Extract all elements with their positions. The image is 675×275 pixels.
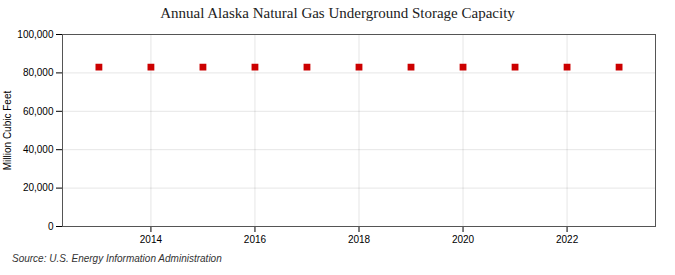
svg-text:20,000: 20,000 xyxy=(23,182,54,193)
html-text:Annual Alaska Natural Gas Unde: Annual Alaska Natural Gas Underground St… xyxy=(160,5,515,21)
html-text:Source: U.S. Energy Informatio: Source: U.S. Energy Information Administ… xyxy=(12,253,222,264)
svg-text:2014: 2014 xyxy=(140,234,163,245)
svg-text:2022: 2022 xyxy=(556,234,579,245)
svg-text:0: 0 xyxy=(48,221,54,232)
svg-text:60,000: 60,000 xyxy=(23,106,54,117)
svg-text:80,000: 80,000 xyxy=(23,67,54,78)
svg-text:2020: 2020 xyxy=(452,234,475,245)
svg-text:2016: 2016 xyxy=(244,234,267,245)
svg-text:2018: 2018 xyxy=(348,234,371,245)
svg-text:40,000: 40,000 xyxy=(23,144,54,155)
svg-text:Million Cubic Feet: Million Cubic Feet xyxy=(2,91,13,171)
svg-text:100,000: 100,000 xyxy=(17,29,54,40)
